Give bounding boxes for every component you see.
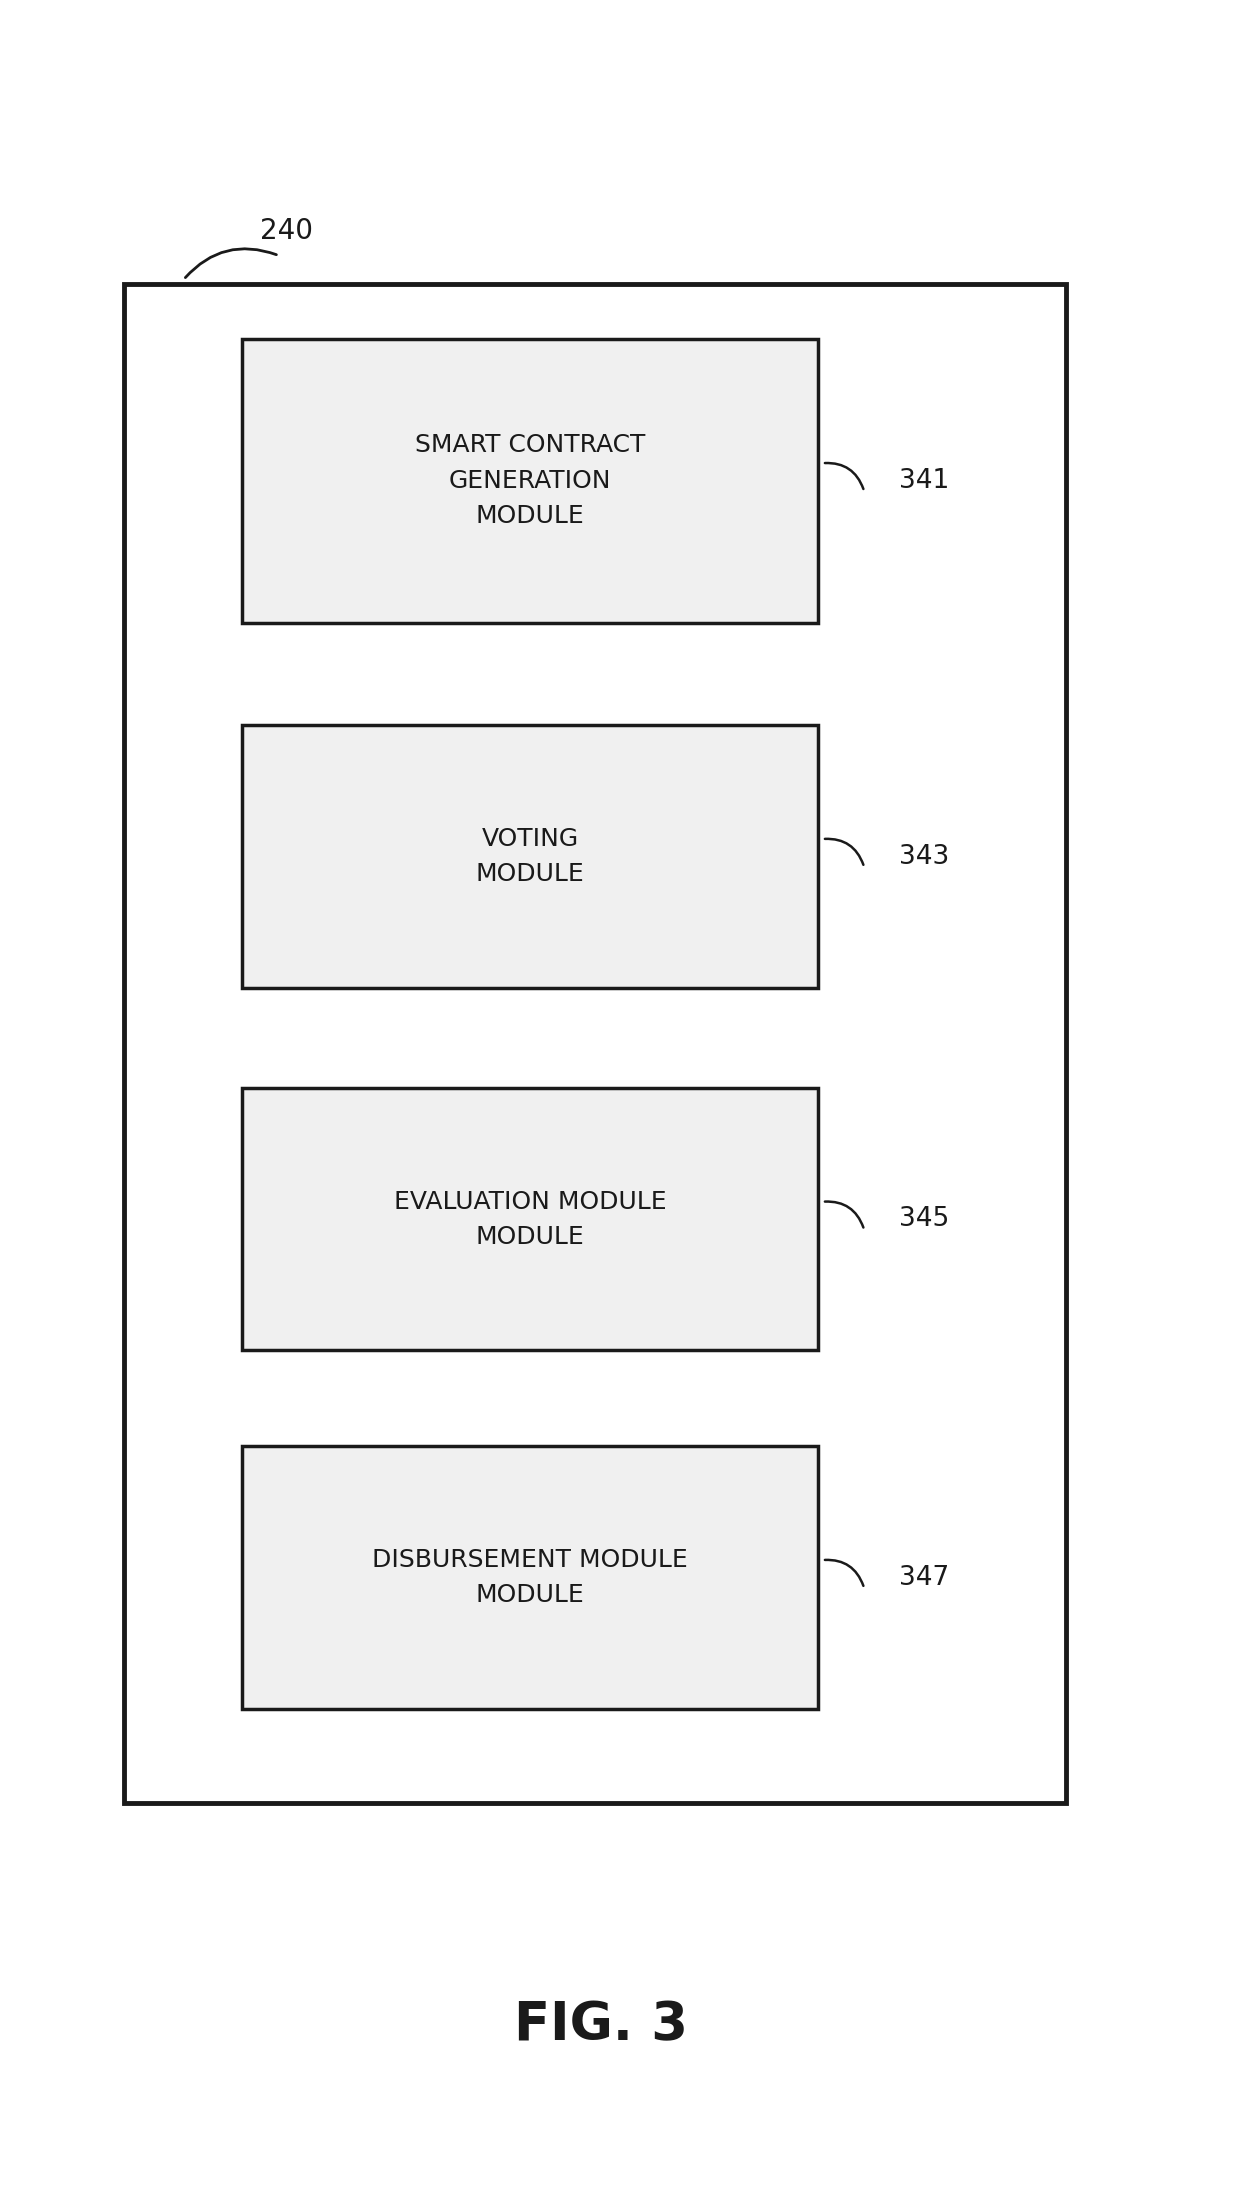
Bar xyxy=(242,1088,818,1350)
Text: SMART CONTRACT
GENERATION
MODULE: SMART CONTRACT GENERATION MODULE xyxy=(415,433,645,529)
Text: 240: 240 xyxy=(260,216,314,245)
Bar xyxy=(242,1446,818,1709)
Bar xyxy=(124,284,1066,1803)
Bar xyxy=(242,725,818,988)
Text: 345: 345 xyxy=(899,1206,950,1232)
Text: VOTING
MODULE: VOTING MODULE xyxy=(476,826,584,887)
Bar xyxy=(242,339,818,623)
Text: 347: 347 xyxy=(899,1564,950,1591)
Text: 343: 343 xyxy=(899,843,950,870)
Text: 341: 341 xyxy=(899,468,950,494)
Text: FIG. 3: FIG. 3 xyxy=(515,1999,688,2052)
Text: DISBURSEMENT MODULE
MODULE: DISBURSEMENT MODULE MODULE xyxy=(372,1547,688,1608)
Text: EVALUATION MODULE
MODULE: EVALUATION MODULE MODULE xyxy=(394,1189,666,1250)
